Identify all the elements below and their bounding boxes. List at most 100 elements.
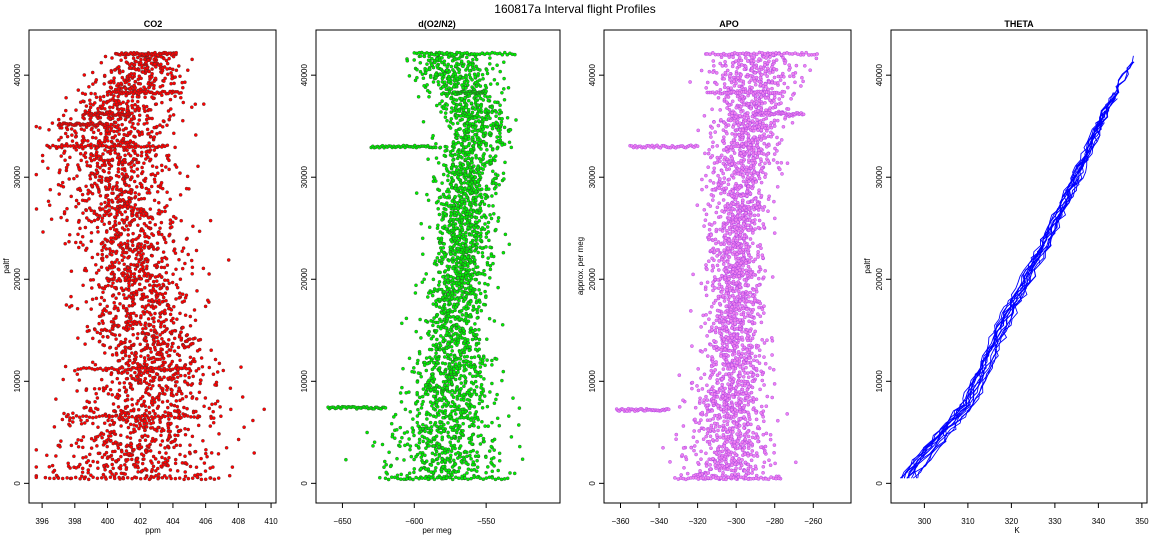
data-point xyxy=(444,414,448,419)
data-point xyxy=(165,61,170,66)
data-point xyxy=(429,319,433,323)
data-point xyxy=(78,226,82,231)
data-point xyxy=(172,336,177,341)
data-point xyxy=(156,319,161,323)
data-point xyxy=(107,166,112,171)
data-point xyxy=(473,141,477,145)
data-point xyxy=(119,107,124,111)
data-point xyxy=(485,358,489,362)
data-point xyxy=(469,457,473,461)
data-point xyxy=(103,209,108,214)
data-point xyxy=(103,351,107,355)
data-point xyxy=(94,95,99,100)
data-point xyxy=(163,76,167,81)
data-point xyxy=(69,303,74,308)
data-point xyxy=(175,375,180,379)
data-point xyxy=(465,82,470,87)
data-point xyxy=(101,368,105,372)
data-point xyxy=(112,94,116,98)
data-point xyxy=(101,245,106,249)
data-point xyxy=(502,60,506,64)
data-point xyxy=(103,284,108,289)
data-point xyxy=(162,375,166,379)
data-point xyxy=(147,141,151,145)
data-point xyxy=(466,338,470,342)
data-point xyxy=(65,134,70,139)
data-point xyxy=(142,422,146,426)
data-point xyxy=(468,211,472,216)
data-point xyxy=(465,397,470,402)
data-point xyxy=(468,440,472,445)
data-point xyxy=(90,255,95,260)
data-point xyxy=(144,60,148,64)
data-point xyxy=(137,192,141,197)
data-point xyxy=(484,215,488,220)
data-point xyxy=(112,124,117,128)
data-point xyxy=(100,175,104,179)
data-point xyxy=(477,305,481,309)
data-point xyxy=(117,65,121,69)
data-point xyxy=(179,373,183,378)
data-point xyxy=(125,272,130,277)
data-point xyxy=(136,407,141,412)
data-point xyxy=(108,329,112,333)
data-point xyxy=(80,192,85,197)
data-point xyxy=(139,213,144,217)
data-point xyxy=(193,102,198,106)
data-point xyxy=(99,178,104,183)
data-point xyxy=(188,337,192,341)
data-point xyxy=(118,442,123,447)
data-point xyxy=(127,415,131,420)
data-point xyxy=(104,230,109,234)
data-point xyxy=(127,281,131,286)
data-point xyxy=(473,175,478,180)
data-point xyxy=(132,157,136,161)
data-point xyxy=(134,279,138,283)
data-point xyxy=(172,249,176,253)
data-point xyxy=(130,295,135,299)
data-point xyxy=(494,227,498,232)
data-point xyxy=(199,456,203,461)
data-point xyxy=(62,210,67,214)
data-point xyxy=(221,368,226,373)
data-point xyxy=(466,261,470,266)
data-point xyxy=(115,184,119,189)
data-point xyxy=(139,396,143,401)
data-point xyxy=(452,404,456,409)
data-point xyxy=(477,337,482,342)
data-point xyxy=(425,83,429,87)
data-point xyxy=(80,474,84,478)
data-point xyxy=(490,420,494,425)
data-point xyxy=(81,435,86,439)
data-point xyxy=(74,240,78,245)
panel-co2-y-tick-label: 20000 xyxy=(13,268,22,291)
data-point xyxy=(150,116,154,121)
data-point xyxy=(442,355,447,359)
data-point xyxy=(72,176,76,181)
data-point xyxy=(184,186,189,191)
data-point xyxy=(141,327,145,331)
data-point xyxy=(139,354,143,358)
data-point xyxy=(430,404,434,408)
data-point xyxy=(472,355,477,359)
data-point xyxy=(449,274,453,279)
data-point xyxy=(90,286,94,290)
data-point xyxy=(123,296,127,300)
data-point xyxy=(434,347,438,352)
data-point xyxy=(418,427,422,431)
data-point xyxy=(154,165,159,170)
data-point xyxy=(94,406,98,411)
data-point xyxy=(155,124,159,129)
data-point xyxy=(420,72,425,76)
data-point xyxy=(125,148,129,153)
data-point xyxy=(460,227,465,232)
data-point xyxy=(181,100,186,105)
data-point xyxy=(133,203,138,207)
data-point xyxy=(454,326,459,331)
data-point xyxy=(133,145,138,150)
data-point xyxy=(166,72,170,76)
data-point xyxy=(495,416,500,421)
data-point xyxy=(402,458,406,462)
data-point xyxy=(110,294,115,298)
data-point xyxy=(118,155,123,160)
